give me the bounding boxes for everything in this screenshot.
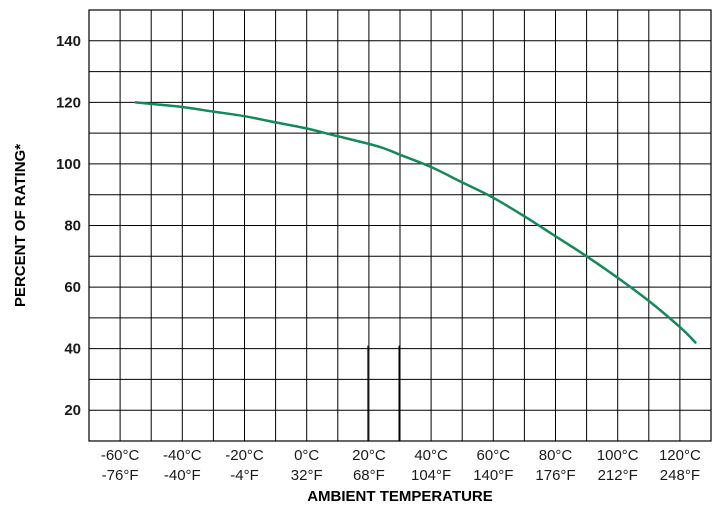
x-tick-labels: -60°C -76°F -40°C -40°F -20°C -4°F 0°C 32°F 20°C… <box>101 447 701 484</box>
x-tick-label-f: 32°F <box>291 467 323 484</box>
x-tick-label-f: 212°F <box>598 467 638 484</box>
y-tick-label: 140 <box>56 33 81 50</box>
x-tick-label-c: 80°C <box>539 447 573 464</box>
y-tick-label: 120 <box>56 94 81 111</box>
y-tick-label: 20 <box>64 402 81 419</box>
plot-frame <box>88 9 712 442</box>
x-axis-title: AMBIENT TEMPERATURE <box>307 488 493 505</box>
y-tick-label: 100 <box>56 156 81 173</box>
x-tick-label-c: 20°C <box>352 447 386 464</box>
x-tick-label-c: -60°C <box>101 447 140 464</box>
x-tick-label-c: 120°C <box>659 447 701 464</box>
y-tick-label: 60 <box>64 279 81 296</box>
x-tick-label-f: 68°F <box>353 467 385 484</box>
x-tick-label-c: -20°C <box>225 447 264 464</box>
x-tick-label-c: 40°C <box>414 447 448 464</box>
x-tick-label-f: -40°F <box>164 467 201 484</box>
x-tick-label-c: -40°C <box>163 447 202 464</box>
x-tick-label-f: 104°F <box>411 467 451 484</box>
x-tick-label-c: 100°C <box>597 447 639 464</box>
series-line <box>134 101 697 344</box>
marker-lines <box>367 345 400 441</box>
x-tick-label-f: -76°F <box>102 467 139 484</box>
y-axis-title: PERCENT OF RATING* <box>12 144 29 307</box>
x-tick-label-f: 248°F <box>660 467 700 484</box>
grid <box>89 10 711 441</box>
y-tick-label: 40 <box>64 341 81 358</box>
x-tick-label-f: 140°F <box>473 467 513 484</box>
x-tick-label-f: -4°F <box>230 467 259 484</box>
y-tick-labels: 20 40 60 80 100 120 140 <box>56 33 81 419</box>
x-tick-label-c: 0°C <box>294 447 319 464</box>
y-tick-label: 80 <box>64 218 81 235</box>
x-tick-label-c: 60°C <box>477 447 511 464</box>
x-tick-label-f: 176°F <box>535 467 575 484</box>
